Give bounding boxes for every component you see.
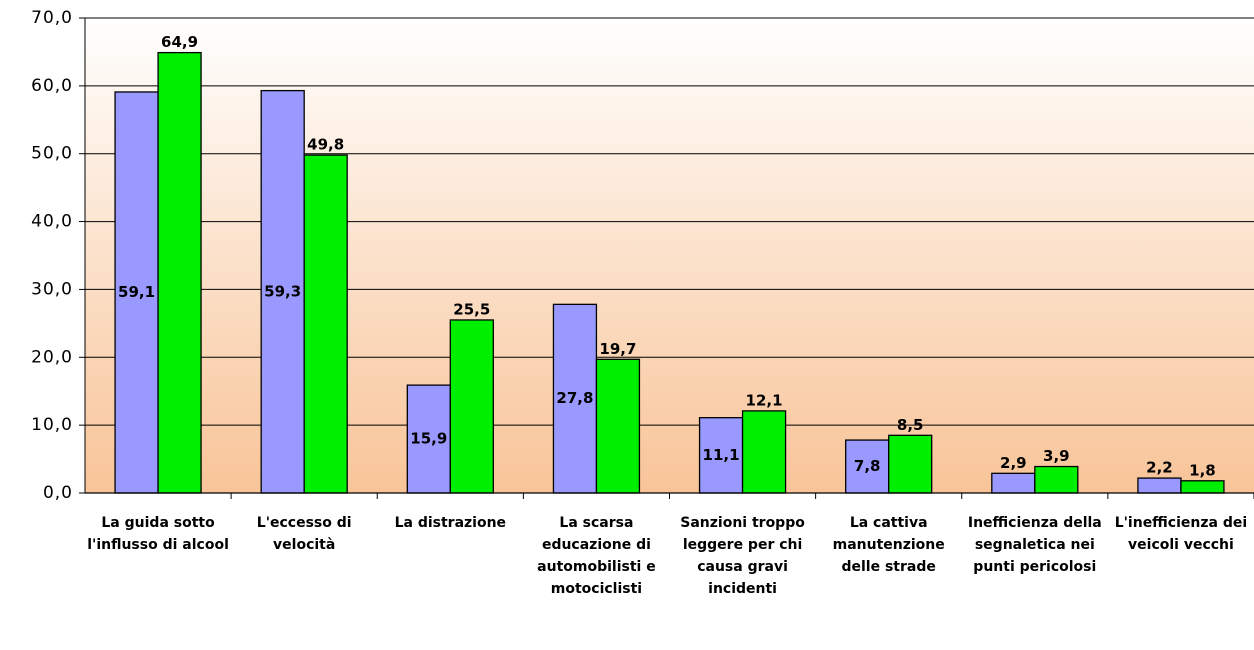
value-label: 15,9 — [410, 430, 447, 448]
value-label: 59,1 — [118, 283, 155, 301]
bar — [406, 384, 451, 494]
y-tick-label: 20,0 — [31, 347, 73, 367]
value-label: 1,8 — [1189, 461, 1216, 479]
value-label: 64,9 — [161, 33, 198, 51]
y-tick-label: 10,0 — [31, 415, 73, 435]
bar — [698, 417, 744, 494]
x-tick-label: La distrazione — [394, 515, 507, 531]
x-tick-label: Sanzioni troppo leggere per chi causa gr… — [680, 515, 805, 597]
bar — [1034, 465, 1079, 494]
value-label: 49,8 — [307, 136, 344, 154]
value-label: 25,5 — [453, 300, 490, 318]
x-tick-label: La cattiva manutenzione delle strade — [832, 515, 945, 575]
bar — [260, 89, 305, 494]
bar — [449, 319, 494, 494]
value-label: 11,1 — [703, 446, 740, 464]
value-label: 2,9 — [1000, 454, 1027, 472]
value-label: 3,9 — [1043, 447, 1070, 465]
y-tick-label: 70,0 — [31, 8, 73, 28]
x-tick-label: L'inefficienza dei veicoli vecchi — [1114, 515, 1248, 553]
value-label: 59,3 — [264, 282, 301, 300]
value-label: 2,2 — [1146, 459, 1173, 477]
bar — [888, 434, 933, 494]
bar — [595, 358, 641, 494]
bar — [1180, 480, 1225, 494]
value-label: 12,1 — [746, 391, 783, 409]
y-tick-label: 60,0 — [31, 76, 73, 96]
bar — [303, 154, 348, 494]
x-tick-label: L'eccesso di velocità — [256, 515, 352, 553]
y-tick-label: 0,0 — [43, 483, 73, 503]
value-label: 27,8 — [556, 389, 593, 407]
bar — [1137, 477, 1182, 494]
y-tick-label: 40,0 — [31, 212, 73, 232]
y-tick-label: 30,0 — [31, 279, 73, 299]
value-label: 8,5 — [897, 416, 924, 434]
value-label: 7,8 — [854, 457, 881, 475]
plot-background — [85, 18, 1254, 493]
x-tick-label: Inefficienza della segnaletica nei punti… — [967, 515, 1102, 575]
bar — [157, 51, 202, 494]
bar — [741, 410, 787, 494]
x-tick-label: La scarsa educazione di automobilisti e … — [537, 515, 656, 597]
bar — [991, 472, 1036, 494]
value-label: 19,7 — [599, 340, 636, 358]
y-tick-label: 50,0 — [31, 144, 73, 164]
x-tick-label: La guida sotto l'influsso di alcool — [87, 515, 229, 553]
